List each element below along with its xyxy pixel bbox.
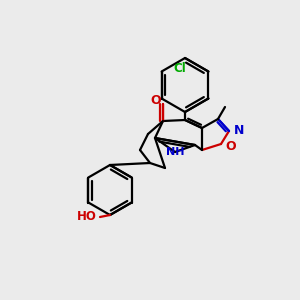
Text: HO: HO: [77, 211, 97, 224]
Text: NH: NH: [166, 147, 184, 157]
Text: N: N: [234, 124, 244, 136]
Text: O: O: [151, 94, 161, 107]
Text: O: O: [225, 140, 236, 152]
Text: Cl: Cl: [174, 62, 186, 75]
